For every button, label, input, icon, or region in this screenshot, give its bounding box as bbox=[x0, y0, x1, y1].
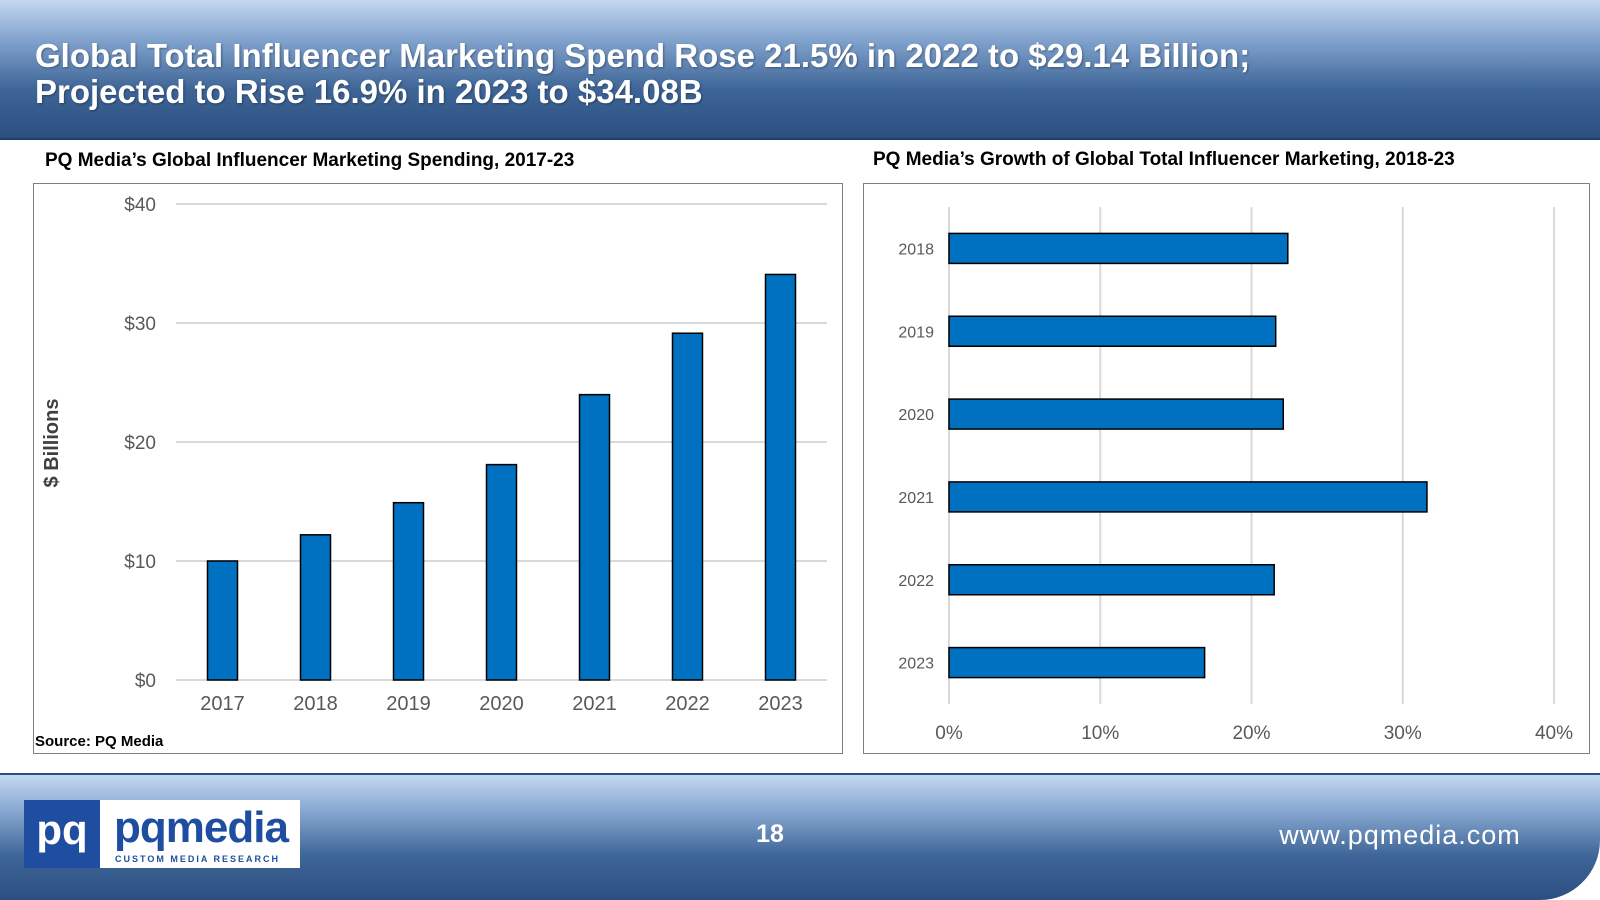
website-link[interactable]: www.pqmedia.com bbox=[1279, 820, 1521, 850]
x-tick-label: 2019 bbox=[386, 693, 431, 715]
spending-chart-title: PQ Media’s Global Influencer Marketing S… bbox=[45, 150, 575, 171]
y-tick-label: 2018 bbox=[898, 241, 934, 258]
x-tick-label: 2021 bbox=[572, 693, 617, 715]
x-tick-label: 0% bbox=[935, 723, 963, 744]
spending-bar-2018 bbox=[299, 534, 332, 681]
x-tick-label: 2022 bbox=[665, 693, 710, 715]
x-tick-label: 2020 bbox=[479, 693, 524, 715]
y-tick-label: 2020 bbox=[898, 407, 934, 424]
logo-tagline: CUSTOM MEDIA RESEARCH bbox=[115, 854, 281, 864]
logo-mark: pq bbox=[24, 800, 100, 868]
spending-bar-chart: $0 $10 $20 $30 $40 2017 2018 2019 2020 2021 2022 20… bbox=[41, 195, 827, 715]
source-note: Source: PQ Media bbox=[35, 733, 164, 750]
logo-name: pqmedia bbox=[114, 803, 289, 852]
growth-bar-2023 bbox=[948, 646, 1206, 679]
growth-chart-title: PQ Media’s Growth of Global Total Influe… bbox=[873, 149, 1455, 170]
y-tick-label: $10 bbox=[124, 552, 156, 573]
y-tick-label: $30 bbox=[124, 314, 156, 335]
y-tick-label: $20 bbox=[124, 433, 156, 454]
pqmedia-logo[interactable]: pq pqmedia CUSTOM MEDIA RESEARCH bbox=[24, 800, 300, 868]
growth-bar-2022 bbox=[948, 564, 1275, 596]
growth-bar-2019 bbox=[948, 315, 1277, 347]
spending-bar-2017 bbox=[206, 560, 239, 681]
spending-chart-panel: $0 $10 $20 $30 $40 2017 2018 2019 2020 2021 2022 20… bbox=[33, 183, 843, 754]
x-tick-label: 10% bbox=[1081, 723, 1119, 744]
growth-chart-panel: 0% 10% 20% 30% 40% 2018 2019 2020 2021 2022 2023 bbox=[863, 183, 1590, 754]
growth-bar-2021 bbox=[948, 481, 1428, 513]
spending-bar-2023 bbox=[764, 273, 797, 681]
slide-title-line-2: Projected to Rise 16.9% in 2023 to $34.0… bbox=[35, 73, 703, 110]
x-tick-label: 2018 bbox=[293, 693, 338, 715]
x-tick-label: 20% bbox=[1232, 723, 1270, 744]
y-tick-label: 2019 bbox=[898, 324, 934, 341]
x-tick-label: 2023 bbox=[758, 693, 803, 715]
spending-bar-2021 bbox=[578, 393, 611, 681]
x-tick-label: 40% bbox=[1535, 723, 1573, 744]
growth-bar-chart: 0% 10% 20% 30% 40% 2018 2019 2020 2021 2022 2023 bbox=[898, 207, 1573, 744]
growth-bar-2020 bbox=[948, 398, 1285, 430]
page-number: 18 bbox=[756, 820, 784, 848]
x-tick-label: 30% bbox=[1384, 723, 1422, 744]
slide-title-line-1: Global Total Influencer Marketing Spend … bbox=[35, 37, 1251, 74]
growth-bar-2018 bbox=[948, 232, 1289, 265]
spending-bar-2019 bbox=[392, 501, 425, 681]
slide-title: Global Total Influencer Marketing Spend … bbox=[35, 38, 1435, 110]
y-axis-title: $ Billions bbox=[41, 399, 63, 488]
x-tick-label: 2017 bbox=[200, 693, 245, 715]
y-tick-label: $0 bbox=[135, 671, 156, 692]
spending-bar-2020 bbox=[485, 463, 518, 681]
y-tick-label: 2022 bbox=[898, 573, 934, 590]
header-banner: Global Total Influencer Marketing Spend … bbox=[0, 0, 1600, 140]
y-tick-label: 2021 bbox=[898, 490, 934, 507]
y-tick-label: $40 bbox=[124, 195, 156, 216]
y-tick-label: 2023 bbox=[898, 656, 934, 673]
spending-bar-2022 bbox=[671, 332, 704, 681]
